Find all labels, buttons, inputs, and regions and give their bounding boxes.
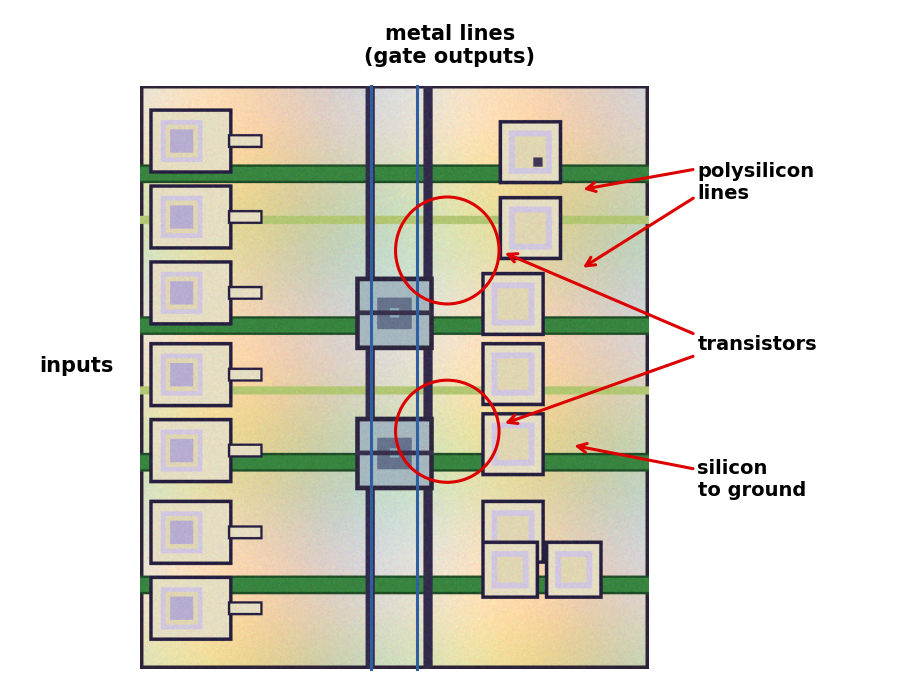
Text: polysilicon
lines: polysilicon lines: [698, 162, 814, 204]
Text: silicon
to ground: silicon to ground: [698, 459, 806, 500]
Text: metal lines
(gate outputs): metal lines (gate outputs): [364, 24, 536, 68]
Text: inputs: inputs: [40, 356, 113, 375]
Text: transistors: transistors: [698, 335, 817, 355]
